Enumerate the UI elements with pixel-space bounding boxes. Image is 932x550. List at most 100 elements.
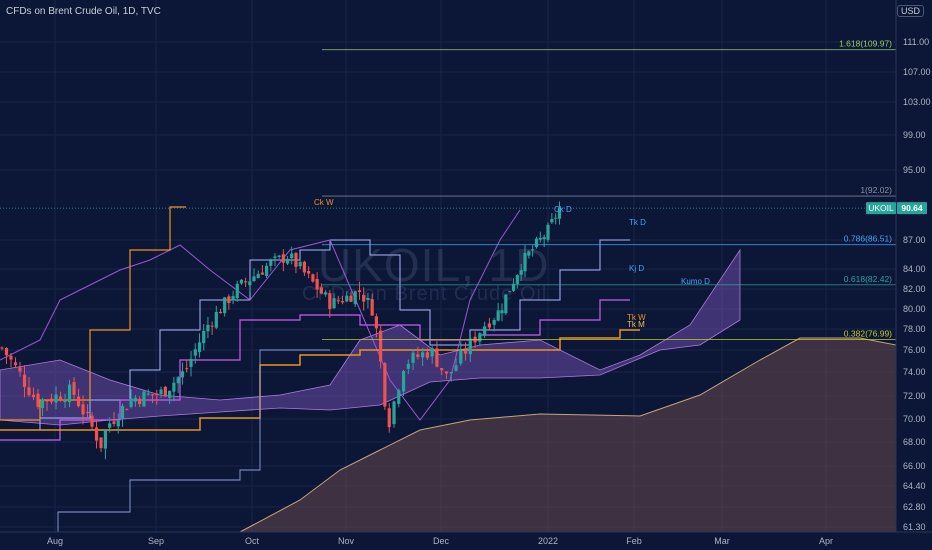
svg-text:0.382(76.99): 0.382(76.99) xyxy=(844,329,892,339)
chart-title: CFDs on Brent Crude Oil, 1D, TVC xyxy=(6,6,161,17)
candle xyxy=(185,359,189,373)
candle xyxy=(13,357,18,368)
candle xyxy=(285,256,290,265)
candles xyxy=(0,201,562,460)
indicator-label: Tk W xyxy=(627,313,646,322)
svg-text:1(92.02): 1(92.02) xyxy=(860,185,892,195)
candle xyxy=(99,437,103,453)
candle xyxy=(264,262,269,279)
candle xyxy=(298,259,302,270)
candle xyxy=(22,365,27,398)
y-tick-label: 107.00 xyxy=(903,67,931,77)
indicator-label: Tk M xyxy=(627,320,645,329)
candle xyxy=(550,213,554,224)
y-tick-label: 99.00 xyxy=(903,130,926,140)
candle xyxy=(116,413,120,434)
candle xyxy=(235,280,239,302)
badge-symbol-bg xyxy=(866,202,896,215)
candle xyxy=(362,287,366,311)
fib-level: 0.382(76.99) xyxy=(322,329,896,341)
time-axis: Aug Sep Oct Nov Dec 2022 Feb Mar Apr xyxy=(0,531,932,546)
fib-level: 0.618(82.42) xyxy=(322,274,896,286)
candle xyxy=(239,279,244,285)
candle xyxy=(94,420,99,449)
candle xyxy=(387,403,391,433)
candle xyxy=(4,347,9,364)
candle xyxy=(523,245,527,278)
currency-selector[interactable]: USD xyxy=(896,5,924,17)
candle xyxy=(163,385,167,398)
candle xyxy=(340,295,345,305)
candle xyxy=(336,295,340,304)
candle xyxy=(227,294,231,310)
candle xyxy=(515,274,519,289)
y-tick-label: 111.00 xyxy=(903,37,929,47)
y-tick-label: 95.00 xyxy=(903,165,926,175)
candle xyxy=(138,396,142,408)
badge-value-bg xyxy=(897,202,927,215)
candle xyxy=(202,324,206,351)
candle xyxy=(218,308,223,314)
candle xyxy=(244,277,248,287)
candle xyxy=(146,389,150,396)
candle xyxy=(435,341,439,368)
candle xyxy=(449,371,453,382)
indicator-label: Tk D xyxy=(629,218,646,227)
candle xyxy=(319,283,323,295)
candle xyxy=(72,377,76,400)
candle xyxy=(277,254,281,259)
candle xyxy=(49,393,54,405)
watermark-name: CFDs on Brent Crude Oil xyxy=(302,283,548,305)
x-tick-label: Dec xyxy=(433,536,450,546)
candle xyxy=(9,353,13,368)
y-tick-label: 68.00 xyxy=(903,437,926,447)
y-tick-label: 66.00 xyxy=(903,461,926,471)
candle xyxy=(557,201,562,225)
candle xyxy=(302,260,307,276)
candle xyxy=(125,408,129,411)
price-axis: 111.00 107.00 103.00 99.00 95.00 87.00 84.00 82… xyxy=(895,0,931,532)
candle xyxy=(374,313,379,338)
candle xyxy=(406,359,410,375)
chikou-line xyxy=(0,209,521,421)
candle xyxy=(31,387,36,401)
y-tick-label: 78.00 xyxy=(903,324,926,334)
badge-value: 90.64 xyxy=(901,203,923,213)
candle xyxy=(290,246,294,265)
candle xyxy=(425,348,429,360)
candle xyxy=(0,346,4,351)
candle xyxy=(40,397,45,417)
candle xyxy=(159,386,163,398)
y-tick-label: 87.00 xyxy=(903,235,926,245)
candle xyxy=(444,371,449,379)
y-tick-label: 82.00 xyxy=(903,284,926,294)
y-tick-label: 61.30 xyxy=(903,522,926,532)
candle xyxy=(531,244,535,257)
candle xyxy=(45,399,49,411)
candle xyxy=(345,291,349,303)
candle xyxy=(27,377,31,398)
candle xyxy=(273,253,277,267)
indicator-lines xyxy=(0,206,640,532)
x-tick-label: Feb xyxy=(626,536,642,546)
weekly-line xyxy=(0,206,186,421)
candle xyxy=(307,266,311,279)
candle xyxy=(108,417,112,433)
candle xyxy=(103,429,108,460)
candle xyxy=(223,297,227,317)
kumo-cloud xyxy=(0,248,897,533)
fib-level: 0.786(86.51) xyxy=(322,234,896,246)
candle xyxy=(534,236,539,249)
candle xyxy=(370,293,374,317)
candle xyxy=(81,395,85,425)
badge-symbol: UKOIL xyxy=(868,203,894,213)
candle xyxy=(504,294,508,315)
weekly-kijun-line xyxy=(0,329,640,431)
candle xyxy=(454,357,458,372)
candle xyxy=(487,317,492,330)
candle xyxy=(85,404,90,419)
candle xyxy=(155,389,159,405)
x-tick-label: Mar xyxy=(714,536,730,546)
candle xyxy=(281,249,285,272)
